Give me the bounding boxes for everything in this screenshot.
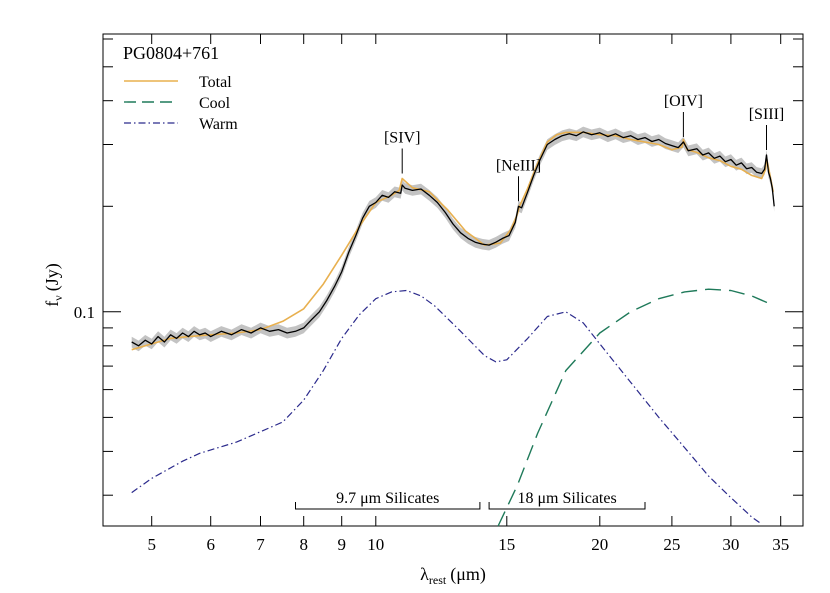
x-tick-label-8: 8 <box>299 535 308 554</box>
x-tick-label-6: 6 <box>206 535 215 554</box>
tick-layer: 5 6 7 8 9 10 15 20 25 30 35 0.1 <box>74 34 803 554</box>
series-line-total <box>131 131 774 351</box>
legend-label-warm: Warm <box>199 116 238 133</box>
y-axis-label-unit: (Jy) <box>42 263 63 291</box>
y-tick-label-0.1: 0.1 <box>74 303 95 322</box>
series-line-observed <box>131 131 775 347</box>
x-axis-label-main: λ <box>420 564 429 584</box>
legend-label-total: Total <box>199 74 232 91</box>
series-line-cool <box>497 288 772 527</box>
band-bracket-18-m-silicates <box>488 502 646 510</box>
band-bracket-9-7-m-silicates <box>295 502 481 510</box>
y-axis-label-sub: ν <box>51 295 65 301</box>
x-axis-label: λrest (μm) <box>420 564 486 587</box>
x-tick-label-30: 30 <box>722 535 739 554</box>
x-axis-label-unit: (μm) <box>450 564 486 585</box>
x-tick-label-35: 35 <box>772 535 789 554</box>
series-layer <box>131 131 775 527</box>
plot-frame <box>102 33 804 527</box>
y-axis-label: fν (Jy) <box>42 263 65 306</box>
uncertainty-band <box>131 126 775 352</box>
chart-title: PG0804+761 <box>123 43 219 63</box>
x-axis-label-sub: rest <box>429 573 447 587</box>
x-tick-label-9: 9 <box>337 535 346 554</box>
line-label-siv: [SIV] <box>384 130 420 147</box>
y-axis-label-main: f <box>42 301 62 307</box>
line-label-oiv: [OIV] <box>664 93 703 110</box>
x-tick-label-15: 15 <box>498 535 515 554</box>
x-tick-label-25: 25 <box>663 535 680 554</box>
band-label-18-m-silicates: 18 μm Silicates <box>517 490 616 507</box>
legend: Total Cool Warm <box>124 74 238 133</box>
annotation-layer: [SIV] [NeIII] [OIV] [SIII] 9.7 μm Silicates 1… <box>295 93 785 510</box>
series-line-warm <box>131 289 763 525</box>
x-tick-label-7: 7 <box>256 535 265 554</box>
band-label-9-7-m-silicates: 9.7 μm Silicates <box>336 490 439 507</box>
x-tick-label-20: 20 <box>591 535 608 554</box>
x-tick-label-5: 5 <box>147 535 156 554</box>
line-label-siii: [SIII] <box>749 106 785 123</box>
uncertainty-band-layer <box>131 126 775 352</box>
legend-label-cool: Cool <box>199 95 231 112</box>
line-label-neiii: [NeIII] <box>496 157 541 174</box>
x-tick-label-10: 10 <box>367 535 384 554</box>
plot-frame-group <box>102 33 804 527</box>
